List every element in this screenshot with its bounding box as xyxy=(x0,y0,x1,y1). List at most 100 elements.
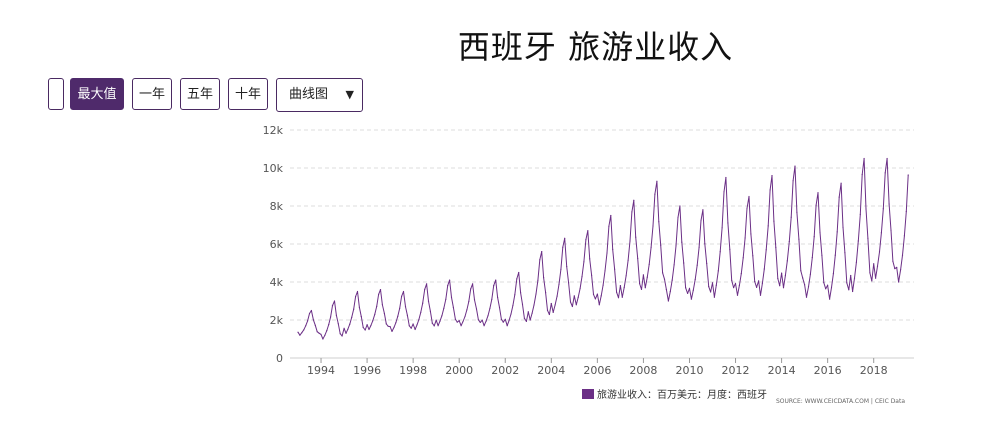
range-button-5y[interactable]: 五年 xyxy=(180,78,220,110)
data-point xyxy=(498,306,501,309)
data-point xyxy=(462,320,464,323)
data-point xyxy=(867,237,869,239)
data-point xyxy=(779,285,781,287)
data-point xyxy=(873,263,875,265)
data-point xyxy=(447,285,449,287)
data-point xyxy=(642,274,645,276)
data-point xyxy=(424,288,426,290)
data-point xyxy=(439,320,441,322)
range-button-1y[interactable]: 一年 xyxy=(132,78,172,110)
data-point xyxy=(878,251,881,253)
data-point xyxy=(326,330,328,332)
data-point xyxy=(437,325,439,327)
data-point xyxy=(397,315,399,317)
data-point xyxy=(537,279,539,281)
data-point xyxy=(516,278,518,280)
data-point xyxy=(558,283,560,285)
data-point xyxy=(604,270,606,272)
data-point xyxy=(575,304,577,306)
data-point xyxy=(853,277,856,279)
data-point xyxy=(460,325,462,327)
data-point xyxy=(692,289,694,291)
data-point xyxy=(813,236,815,238)
chart-type-select[interactable]: 曲线图 ▼ xyxy=(276,78,363,112)
data-point xyxy=(698,246,700,248)
data-point xyxy=(318,332,320,334)
data-point xyxy=(489,307,491,309)
data-point xyxy=(871,280,873,282)
data-point xyxy=(320,333,322,335)
data-point xyxy=(548,313,551,316)
data-point xyxy=(568,282,570,284)
data-point xyxy=(418,318,420,321)
data-point xyxy=(556,295,558,297)
data-point xyxy=(520,292,522,294)
data-point xyxy=(629,240,631,242)
data-point xyxy=(807,286,810,288)
data-point xyxy=(896,266,898,268)
data-point xyxy=(646,276,648,278)
data-point xyxy=(850,274,852,277)
data-point xyxy=(650,246,652,248)
range-button-blank[interactable] xyxy=(48,78,64,110)
data-point xyxy=(804,284,806,286)
legend-label: 旅游业收入：百万美元：月度：西班牙 xyxy=(597,390,767,401)
data-point xyxy=(589,258,591,260)
data-point xyxy=(426,283,428,285)
data-point xyxy=(477,319,479,321)
data-point xyxy=(571,305,574,308)
data-point xyxy=(445,298,447,300)
data-point xyxy=(310,309,312,312)
page-title: 西班牙 旅游业收入 xyxy=(457,28,734,66)
range-button-max[interactable]: 最大值 xyxy=(70,78,124,110)
x-tick-label: 2012 xyxy=(722,364,750,377)
data-point xyxy=(637,257,639,259)
data-point xyxy=(353,308,355,310)
x-tick-label: 2000 xyxy=(445,364,473,377)
data-point xyxy=(562,246,564,248)
data-point xyxy=(875,277,877,279)
series-line xyxy=(297,158,909,340)
x-tick-label: 2002 xyxy=(491,364,519,377)
data-point xyxy=(631,211,633,213)
data-point xyxy=(658,221,660,223)
data-point xyxy=(788,240,790,243)
data-point xyxy=(663,278,666,280)
data-point xyxy=(834,254,836,256)
data-point xyxy=(485,320,487,322)
data-point xyxy=(435,319,437,321)
data-point xyxy=(387,325,389,327)
data-point xyxy=(596,293,599,295)
data-point xyxy=(602,284,604,286)
data-point xyxy=(729,248,731,250)
data-point xyxy=(366,324,368,326)
data-point xyxy=(470,288,472,290)
data-point xyxy=(297,331,299,333)
data-point xyxy=(454,318,456,320)
data-point xyxy=(660,244,662,246)
data-point xyxy=(433,325,435,327)
data-point xyxy=(577,296,579,298)
data-point xyxy=(473,299,476,301)
data-point xyxy=(656,180,658,182)
data-point xyxy=(606,252,608,254)
data-point xyxy=(750,233,752,235)
data-point xyxy=(702,209,704,211)
data-point xyxy=(550,302,552,305)
data-point xyxy=(719,251,721,253)
data-point xyxy=(333,300,336,302)
range-button-10y[interactable]: 十年 xyxy=(228,78,268,110)
data-point xyxy=(420,311,422,313)
data-point xyxy=(738,284,741,286)
data-point xyxy=(640,288,643,290)
data-point xyxy=(481,319,483,321)
data-point xyxy=(502,321,504,323)
data-point xyxy=(521,303,524,305)
data-point xyxy=(907,174,909,176)
data-point xyxy=(541,251,543,253)
data-point xyxy=(817,192,819,194)
data-point xyxy=(771,175,773,177)
data-point xyxy=(805,296,808,298)
data-point xyxy=(608,225,610,227)
y-tick-label: 12k xyxy=(263,124,284,137)
